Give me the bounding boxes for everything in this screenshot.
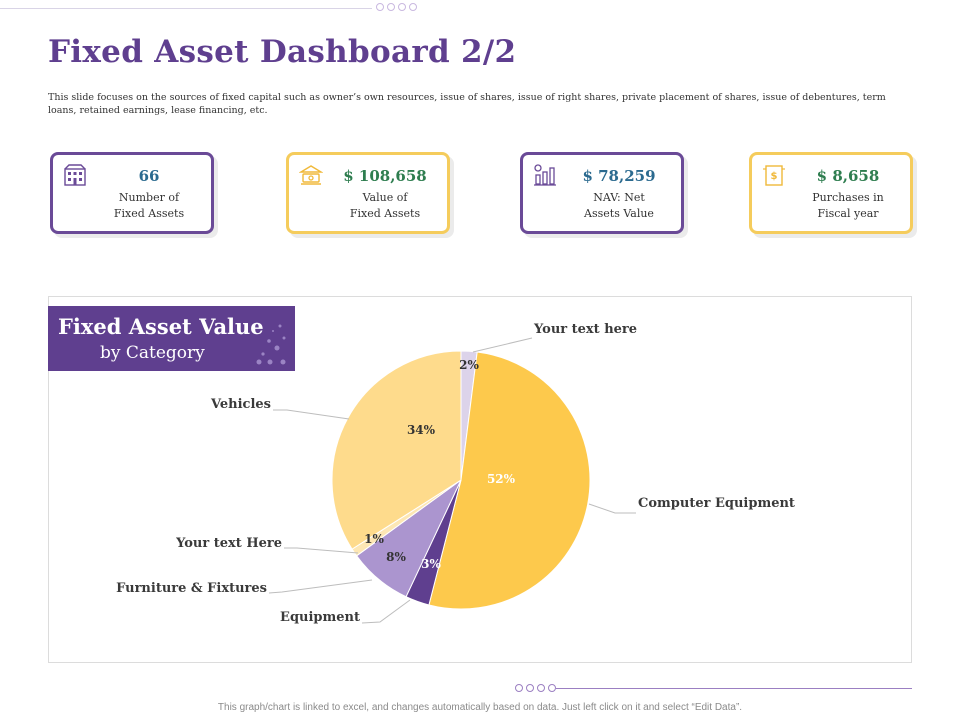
pie-category-label: Your text here	[533, 322, 637, 337]
chart-title: Fixed Asset Value	[58, 314, 264, 339]
leader-line	[268, 579, 373, 594]
pie-category-label: Furniture & Fixtures	[116, 581, 267, 596]
kpi-card-purchases: $ $ 8,658 Purchases in Fiscal year	[749, 152, 913, 234]
building-icon	[64, 164, 86, 186]
pie-slice-vehicles	[331, 350, 462, 550]
pie-category-label: Vehicles	[210, 397, 271, 412]
top-rule	[0, 8, 372, 9]
pie-percent-label: 34%	[407, 423, 436, 437]
pie-percent-label: 8%	[386, 550, 406, 564]
decorative-dots-top	[376, 3, 417, 11]
leader-line	[588, 503, 636, 514]
kpi-label: Purchases in Fiscal year	[812, 191, 884, 220]
svg-text:$: $	[771, 171, 778, 182]
leader-line	[273, 409, 350, 420]
kpi-card-nav: $ 78,259 NAV: Net Assets Value	[520, 152, 684, 234]
leader-line	[472, 337, 533, 353]
kpi-label: NAV: Net Assets Value	[584, 191, 654, 220]
chart-header: Fixed Asset Value by Category	[48, 306, 295, 371]
bottom-rule	[556, 688, 912, 689]
bank-icon	[299, 165, 323, 185]
kpi-label: Number of Fixed Assets	[113, 191, 185, 220]
kpi-value: $ 8,658	[816, 167, 880, 185]
footer-note: This graph/chart is linked to excel, and…	[217, 702, 743, 713]
growth-chart-icon	[534, 164, 556, 186]
decorative-dots	[256, 324, 286, 365]
chart-panel	[48, 296, 912, 663]
kpi-value: $ 78,259	[582, 167, 656, 185]
decorative-dots-bottom	[515, 684, 556, 692]
pie-percent-label: 2%	[459, 358, 479, 372]
page-title: Fixed Asset Dashboard 2/2	[48, 34, 517, 70]
pie-category-label: Computer Equipment	[638, 496, 795, 511]
pie-slice-computer-equipment	[428, 351, 591, 610]
kpi-value: 66	[138, 167, 160, 185]
pie-percent-label: 52%	[487, 472, 516, 486]
purchase-doc-icon: $	[763, 165, 785, 186]
pie-percent-label: 3%	[421, 557, 441, 571]
kpi-value: $ 108,658	[343, 167, 427, 185]
chart-subtitle: by Category	[100, 343, 205, 363]
pie-percent-label: 1%	[364, 532, 384, 546]
pie-category-label: Your text Here	[175, 536, 282, 551]
leader-line	[361, 599, 411, 624]
leader-line	[284, 547, 359, 554]
kpi-label: Value of Fixed Assets	[349, 191, 421, 220]
page-description: This slide focuses on the sources of fix…	[48, 92, 886, 116]
kpi-card-value-of-assets: $ 108,658 Value of Fixed Assets	[286, 152, 450, 234]
pie-category-label: Equipment	[280, 610, 360, 625]
kpi-card-number-of-assets: 66 Number of Fixed Assets	[50, 152, 214, 234]
